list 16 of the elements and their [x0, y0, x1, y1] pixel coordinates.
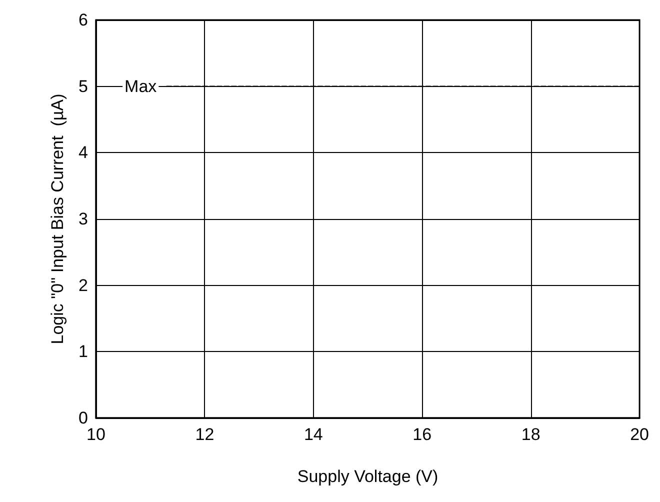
- x-tick-label: 10: [86, 425, 106, 444]
- x-tick-label: 18: [521, 425, 540, 444]
- x-tick-label: 20: [630, 425, 650, 444]
- series-label: Max: [124, 76, 158, 96]
- y-tick-label: 5: [78, 76, 88, 96]
- y-tick-label: 2: [78, 276, 88, 295]
- y-tick-label: 1: [78, 342, 88, 362]
- x-tick-label: 14: [304, 425, 323, 444]
- y-tick-label: 3: [78, 210, 88, 228]
- x-axis-title: Supply Voltage (V): [297, 467, 438, 486]
- x-tick-label: 12: [195, 425, 214, 444]
- y-tick-label: 6: [78, 10, 88, 30]
- y-axis-title: Logic "0" Input Bias Current (µA): [48, 94, 67, 344]
- y-tick-label: 0: [78, 408, 88, 428]
- y-tick-label: 4: [78, 143, 88, 162]
- x-tick-label: 16: [412, 425, 432, 444]
